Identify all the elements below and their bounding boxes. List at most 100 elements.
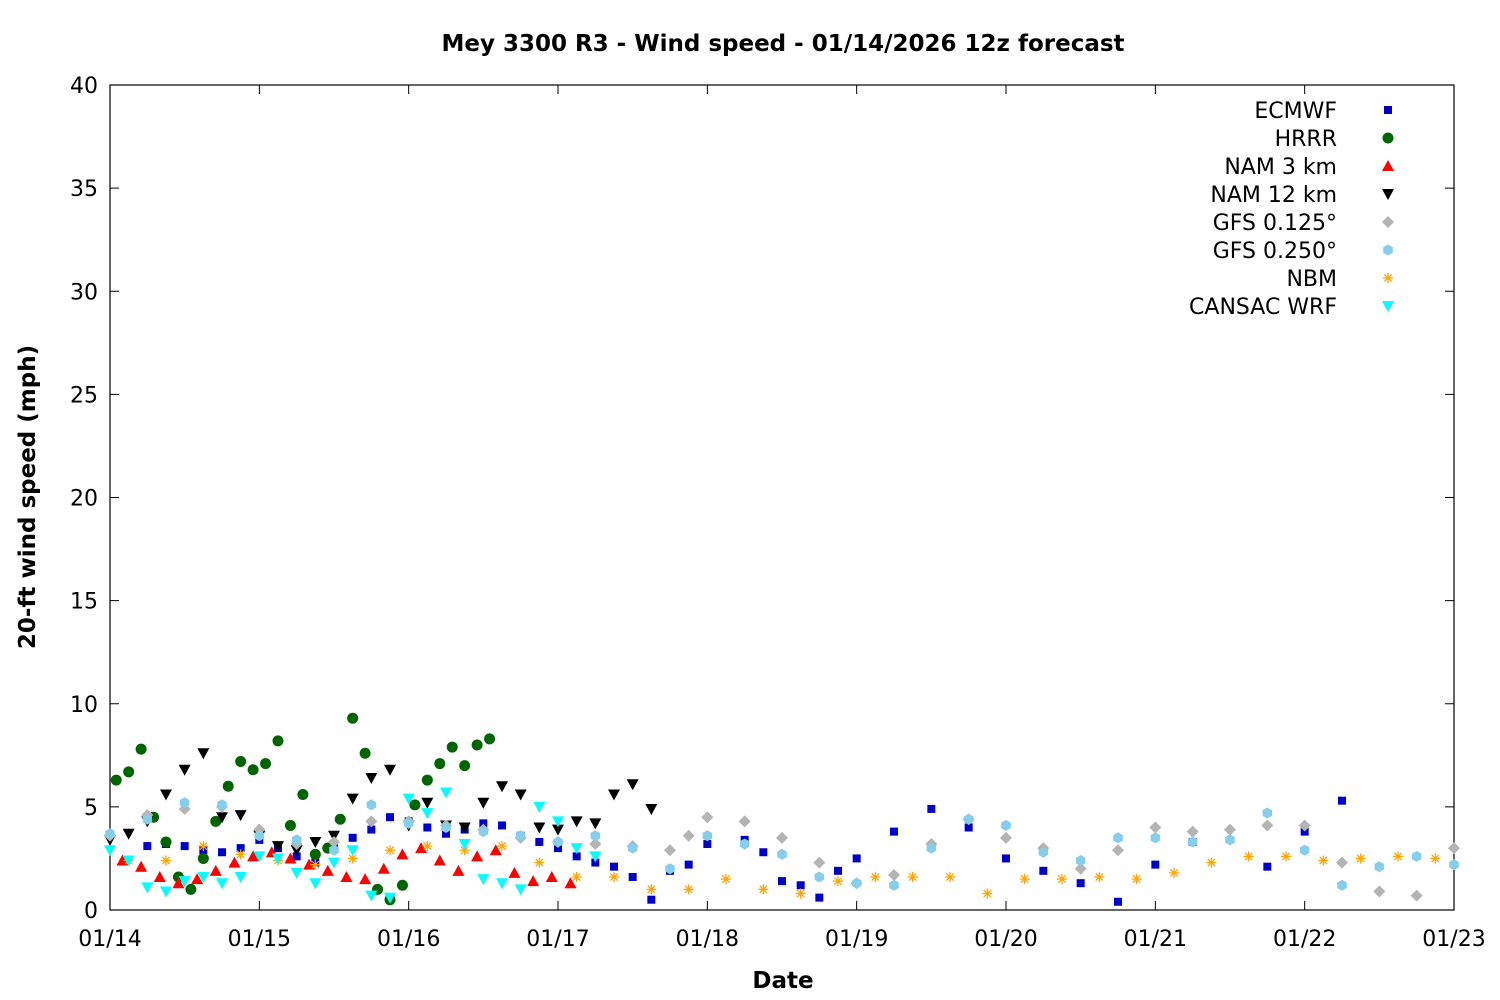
data-point [945,872,955,882]
data-point [1094,872,1105,882]
data-point [122,855,135,867]
data-point [234,872,247,883]
legend-marker [1384,106,1392,114]
data-point [1057,874,1067,885]
data-point [409,799,421,811]
data-point [1151,860,1160,869]
data-point [365,773,378,784]
data-point [514,789,527,801]
y-tick-label: 40 [70,74,98,99]
x-tick-label: 01/19 [825,927,888,952]
data-point [665,863,675,875]
y-tick-label: 20 [70,487,98,512]
data-point [185,883,197,895]
data-point [216,812,228,824]
data-point [346,793,359,805]
legend-marker [1383,273,1393,283]
data-point [1318,855,1329,866]
data-point [964,823,973,832]
data-point [795,888,806,899]
data-point [508,866,521,878]
y-tick-label: 35 [70,177,98,202]
y-tick-label: 10 [70,693,98,718]
legend-marker [1382,132,1394,144]
data-point [1150,832,1161,844]
data-point [396,879,408,891]
data-point [384,764,396,776]
data-point [1263,862,1272,871]
data-point [1001,819,1011,831]
x-axis: 01/14 01/15 01/16 01/17 01/18 01/19 01/20 01/21… [78,85,1486,952]
data-point [1113,832,1123,844]
data-point [1186,825,1199,838]
x-tick-label: 01/18 [676,927,739,952]
data-point [402,793,415,805]
data-point [422,841,433,852]
data-point [1393,851,1403,862]
data-point [701,811,714,824]
data-point [834,866,842,875]
data-point [459,760,471,772]
data-point [471,850,484,862]
data-point [180,842,189,851]
data-points [104,712,1460,906]
data-point [284,819,296,831]
data-point [309,878,322,890]
data-point [284,852,297,864]
data-point [813,856,826,869]
data-point [1112,844,1124,857]
legend-label: ECMWF [1254,99,1337,124]
data-point [927,804,936,813]
data-point [758,884,769,895]
data-point [1224,823,1236,836]
data-point [1298,819,1311,832]
data-point [191,873,204,885]
data-point [1225,834,1235,846]
data-point [570,816,583,828]
data-point [421,808,434,820]
data-point [1131,874,1142,885]
data-point [610,862,618,871]
data-point [160,886,172,898]
data-point [1449,859,1459,871]
data-point [1448,842,1460,855]
data-point [340,871,353,882]
data-point [533,822,546,834]
data-point [852,854,861,863]
plot-area-border [109,84,1455,911]
data-point [1000,831,1012,844]
data-point [684,860,693,869]
data-point [160,836,172,848]
data-point [160,789,172,801]
series-gfs-0-250 [105,797,1459,891]
data-point [143,842,152,851]
x-tick-label: 01/17 [526,927,589,952]
data-point [590,830,601,842]
data-point [142,813,153,825]
data-point [116,854,129,866]
data-point [161,855,171,866]
data-point [552,816,564,828]
data-point [477,874,490,886]
data-point [434,758,446,770]
data-point [253,851,266,863]
data-point [458,822,471,834]
x-tick-label: 01/20 [974,927,1037,952]
data-point [441,822,451,833]
data-point [359,873,372,885]
data-point [738,815,751,828]
data-point [496,781,508,793]
data-point [589,818,602,830]
legend-label: GFS 0.250° [1213,239,1337,264]
data-point [1002,854,1010,863]
x-tick-label: 01/22 [1273,927,1336,952]
data-point [446,741,458,753]
chart-title: Mey 3300 R3 - Wind speed - 01/14/2026 12… [441,31,1124,57]
data-point [310,859,321,870]
data-point [1149,821,1162,834]
data-point [367,825,376,834]
data-point [683,884,694,895]
data-point [739,838,750,850]
x-axis-label: Date [752,968,813,994]
data-point [479,819,488,828]
